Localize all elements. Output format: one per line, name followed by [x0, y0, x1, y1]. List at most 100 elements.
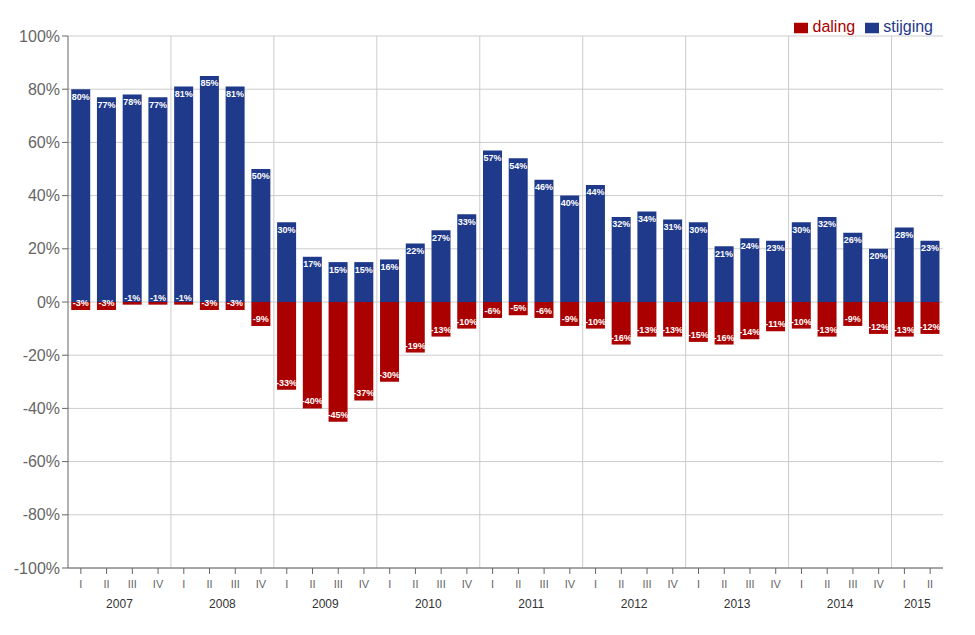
svg-text:-3%: -3% — [73, 298, 89, 308]
svg-text:-16%: -16% — [714, 333, 735, 343]
svg-text:-12%: -12% — [919, 322, 940, 332]
svg-text:II: II — [412, 578, 418, 590]
svg-text:-9%: -9% — [845, 314, 861, 324]
svg-text:57%: 57% — [483, 153, 501, 163]
svg-text:I: I — [79, 578, 82, 590]
svg-text:-6%: -6% — [484, 306, 500, 316]
svg-text:III: III — [540, 578, 549, 590]
svg-text:24%: 24% — [741, 241, 759, 251]
svg-text:-10%: -10% — [791, 317, 812, 327]
svg-text:23%: 23% — [921, 243, 939, 253]
svg-text:21%: 21% — [715, 249, 733, 259]
svg-text:IV: IV — [359, 578, 370, 590]
svg-text:I: I — [491, 578, 494, 590]
svg-text:77%: 77% — [149, 100, 167, 110]
svg-text:III: III — [745, 578, 754, 590]
svg-text:IV: IV — [668, 578, 679, 590]
svg-text:II: II — [721, 578, 727, 590]
svg-text:I: I — [800, 578, 803, 590]
svg-text:I: I — [903, 578, 906, 590]
svg-text:II: II — [104, 578, 110, 590]
svg-text:-13%: -13% — [894, 325, 915, 335]
svg-text:20%: 20% — [870, 251, 888, 261]
svg-text:0%: 0% — [37, 294, 60, 311]
svg-text:III: III — [437, 578, 446, 590]
svg-text:2007: 2007 — [106, 597, 133, 611]
svg-text:80%: 80% — [72, 92, 90, 102]
svg-text:2011: 2011 — [518, 597, 544, 611]
svg-text:-30%: -30% — [379, 370, 400, 380]
svg-text:-33%: -33% — [276, 378, 297, 388]
svg-text:-3%: -3% — [227, 298, 243, 308]
svg-text:II: II — [206, 578, 212, 590]
svg-text:54%: 54% — [509, 161, 527, 171]
svg-text:-9%: -9% — [253, 314, 269, 324]
svg-text:28%: 28% — [895, 230, 913, 240]
svg-text:-13%: -13% — [431, 325, 452, 335]
svg-text:I: I — [697, 578, 700, 590]
svg-text:-3%: -3% — [201, 298, 217, 308]
svg-text:II: II — [515, 578, 521, 590]
svg-text:IV: IV — [462, 578, 473, 590]
svg-text:27%: 27% — [432, 233, 450, 243]
svg-text:40%: 40% — [561, 198, 579, 208]
svg-text:78%: 78% — [123, 97, 141, 107]
svg-text:30%: 30% — [278, 225, 296, 235]
svg-text:-15%: -15% — [688, 330, 709, 340]
svg-text:85%: 85% — [200, 78, 218, 88]
svg-text:100%: 100% — [19, 28, 60, 45]
svg-text:22%: 22% — [406, 246, 424, 256]
svg-text:34%: 34% — [638, 214, 656, 224]
svg-text:32%: 32% — [818, 219, 836, 229]
svg-text:33%: 33% — [458, 217, 476, 227]
svg-text:46%: 46% — [535, 182, 553, 192]
svg-text:-80%: -80% — [23, 506, 60, 523]
svg-text:77%: 77% — [97, 100, 115, 110]
svg-text:23%: 23% — [767, 243, 785, 253]
svg-text:-11%: -11% — [765, 319, 786, 329]
svg-text:30%: 30% — [689, 225, 707, 235]
svg-text:50%: 50% — [252, 171, 270, 181]
svg-text:32%: 32% — [612, 219, 630, 229]
svg-text:-37%: -37% — [353, 388, 374, 398]
svg-text:-12%: -12% — [868, 322, 889, 332]
svg-text:III: III — [642, 578, 651, 590]
svg-text:II: II — [309, 578, 315, 590]
svg-text:17%: 17% — [303, 259, 321, 269]
svg-text:-1%: -1% — [176, 293, 192, 303]
svg-text:2012: 2012 — [621, 597, 648, 611]
svg-text:-13%: -13% — [636, 325, 657, 335]
svg-text:-16%: -16% — [611, 333, 632, 343]
svg-text:-20%: -20% — [23, 347, 60, 364]
svg-text:-3%: -3% — [98, 298, 114, 308]
svg-text:-100%: -100% — [14, 560, 60, 577]
svg-text:-14%: -14% — [739, 327, 760, 337]
svg-text:2008: 2008 — [209, 597, 236, 611]
svg-text:III: III — [231, 578, 240, 590]
svg-text:80%: 80% — [28, 81, 60, 98]
svg-text:-9%: -9% — [562, 314, 578, 324]
svg-text:IV: IV — [771, 578, 782, 590]
svg-text:2010: 2010 — [415, 597, 442, 611]
svg-text:16%: 16% — [381, 262, 399, 272]
svg-text:-45%: -45% — [328, 410, 349, 420]
svg-text:44%: 44% — [586, 187, 604, 197]
svg-text:I: I — [388, 578, 391, 590]
svg-text:30%: 30% — [792, 225, 810, 235]
svg-text:IV: IV — [565, 578, 576, 590]
svg-text:I: I — [594, 578, 597, 590]
svg-text:60%: 60% — [28, 134, 60, 151]
svg-text:III: III — [848, 578, 857, 590]
svg-text:-40%: -40% — [302, 396, 323, 406]
svg-text:15%: 15% — [329, 265, 347, 275]
svg-text:I: I — [182, 578, 185, 590]
svg-text:-5%: -5% — [510, 303, 526, 313]
svg-text:-13%: -13% — [817, 325, 838, 335]
svg-text:2014: 2014 — [827, 597, 854, 611]
svg-text:-13%: -13% — [662, 325, 683, 335]
svg-text:81%: 81% — [175, 89, 193, 99]
svg-text:81%: 81% — [226, 89, 244, 99]
svg-text:III: III — [128, 578, 137, 590]
svg-text:2015: 2015 — [904, 597, 931, 611]
svg-text:IV: IV — [256, 578, 267, 590]
